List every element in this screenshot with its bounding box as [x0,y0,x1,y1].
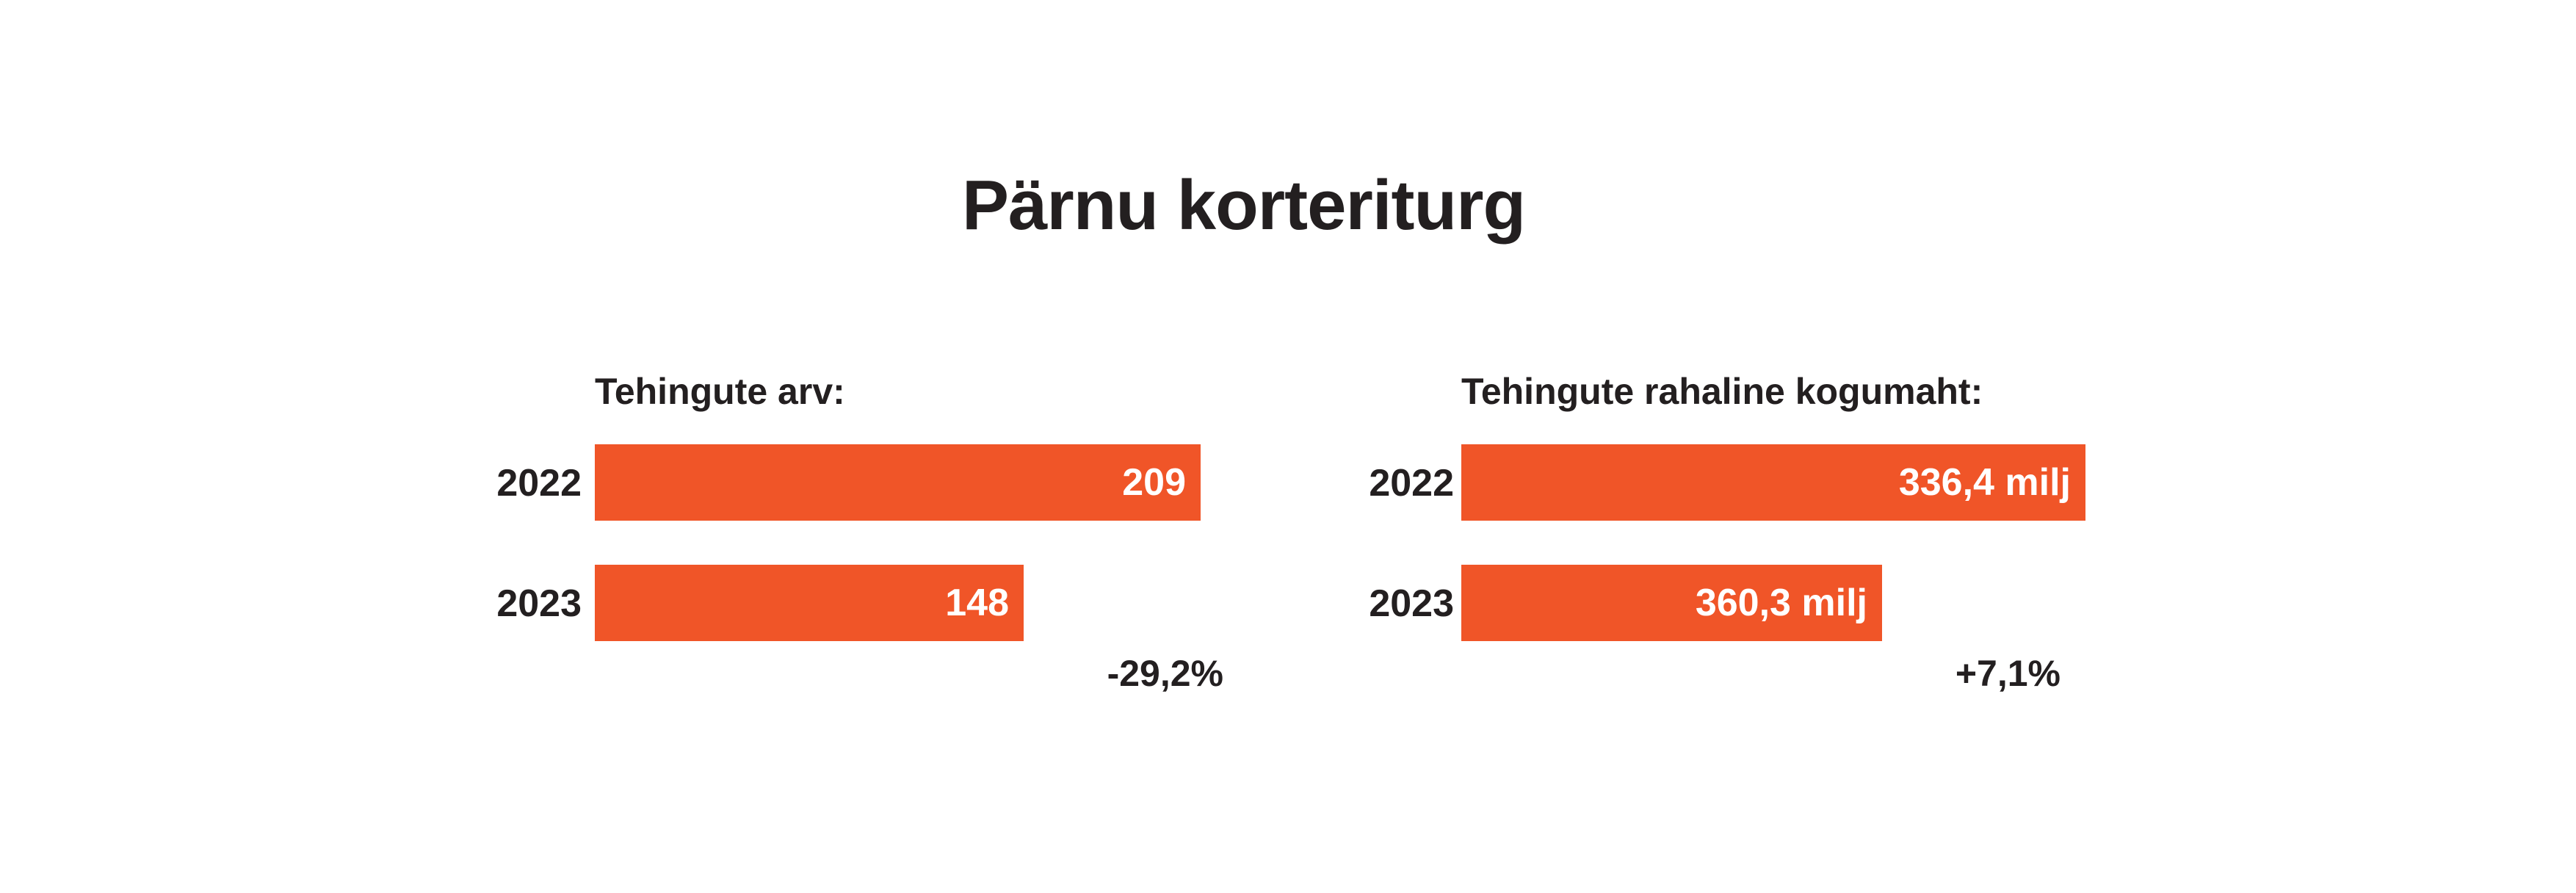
category-label: 2023 [496,582,582,625]
category-label: 2023 [1369,582,1454,625]
data-label: 209 [1122,461,1186,504]
bar: 209 [595,444,1201,521]
category-label: 2022 [496,462,582,505]
change-label: +7,1% [1955,653,2061,694]
data-label: 360,3 milj [1695,582,1867,624]
chart-title: Tehingute arv: [595,371,845,412]
data-label: 336,4 milj [1898,461,2071,504]
page-title: Pärnu korteriturg [962,166,1526,245]
data-label: 148 [945,582,1009,624]
category-label: 2022 [1369,462,1454,505]
bar: 148 [595,565,1024,641]
bar: 336,4 milj [1461,444,2085,521]
change-label: -29,2% [1107,653,1223,694]
chart-title: Tehingute rahaline kogumaht: [1461,371,1983,412]
bar: 360,3 milj [1461,565,1882,641]
